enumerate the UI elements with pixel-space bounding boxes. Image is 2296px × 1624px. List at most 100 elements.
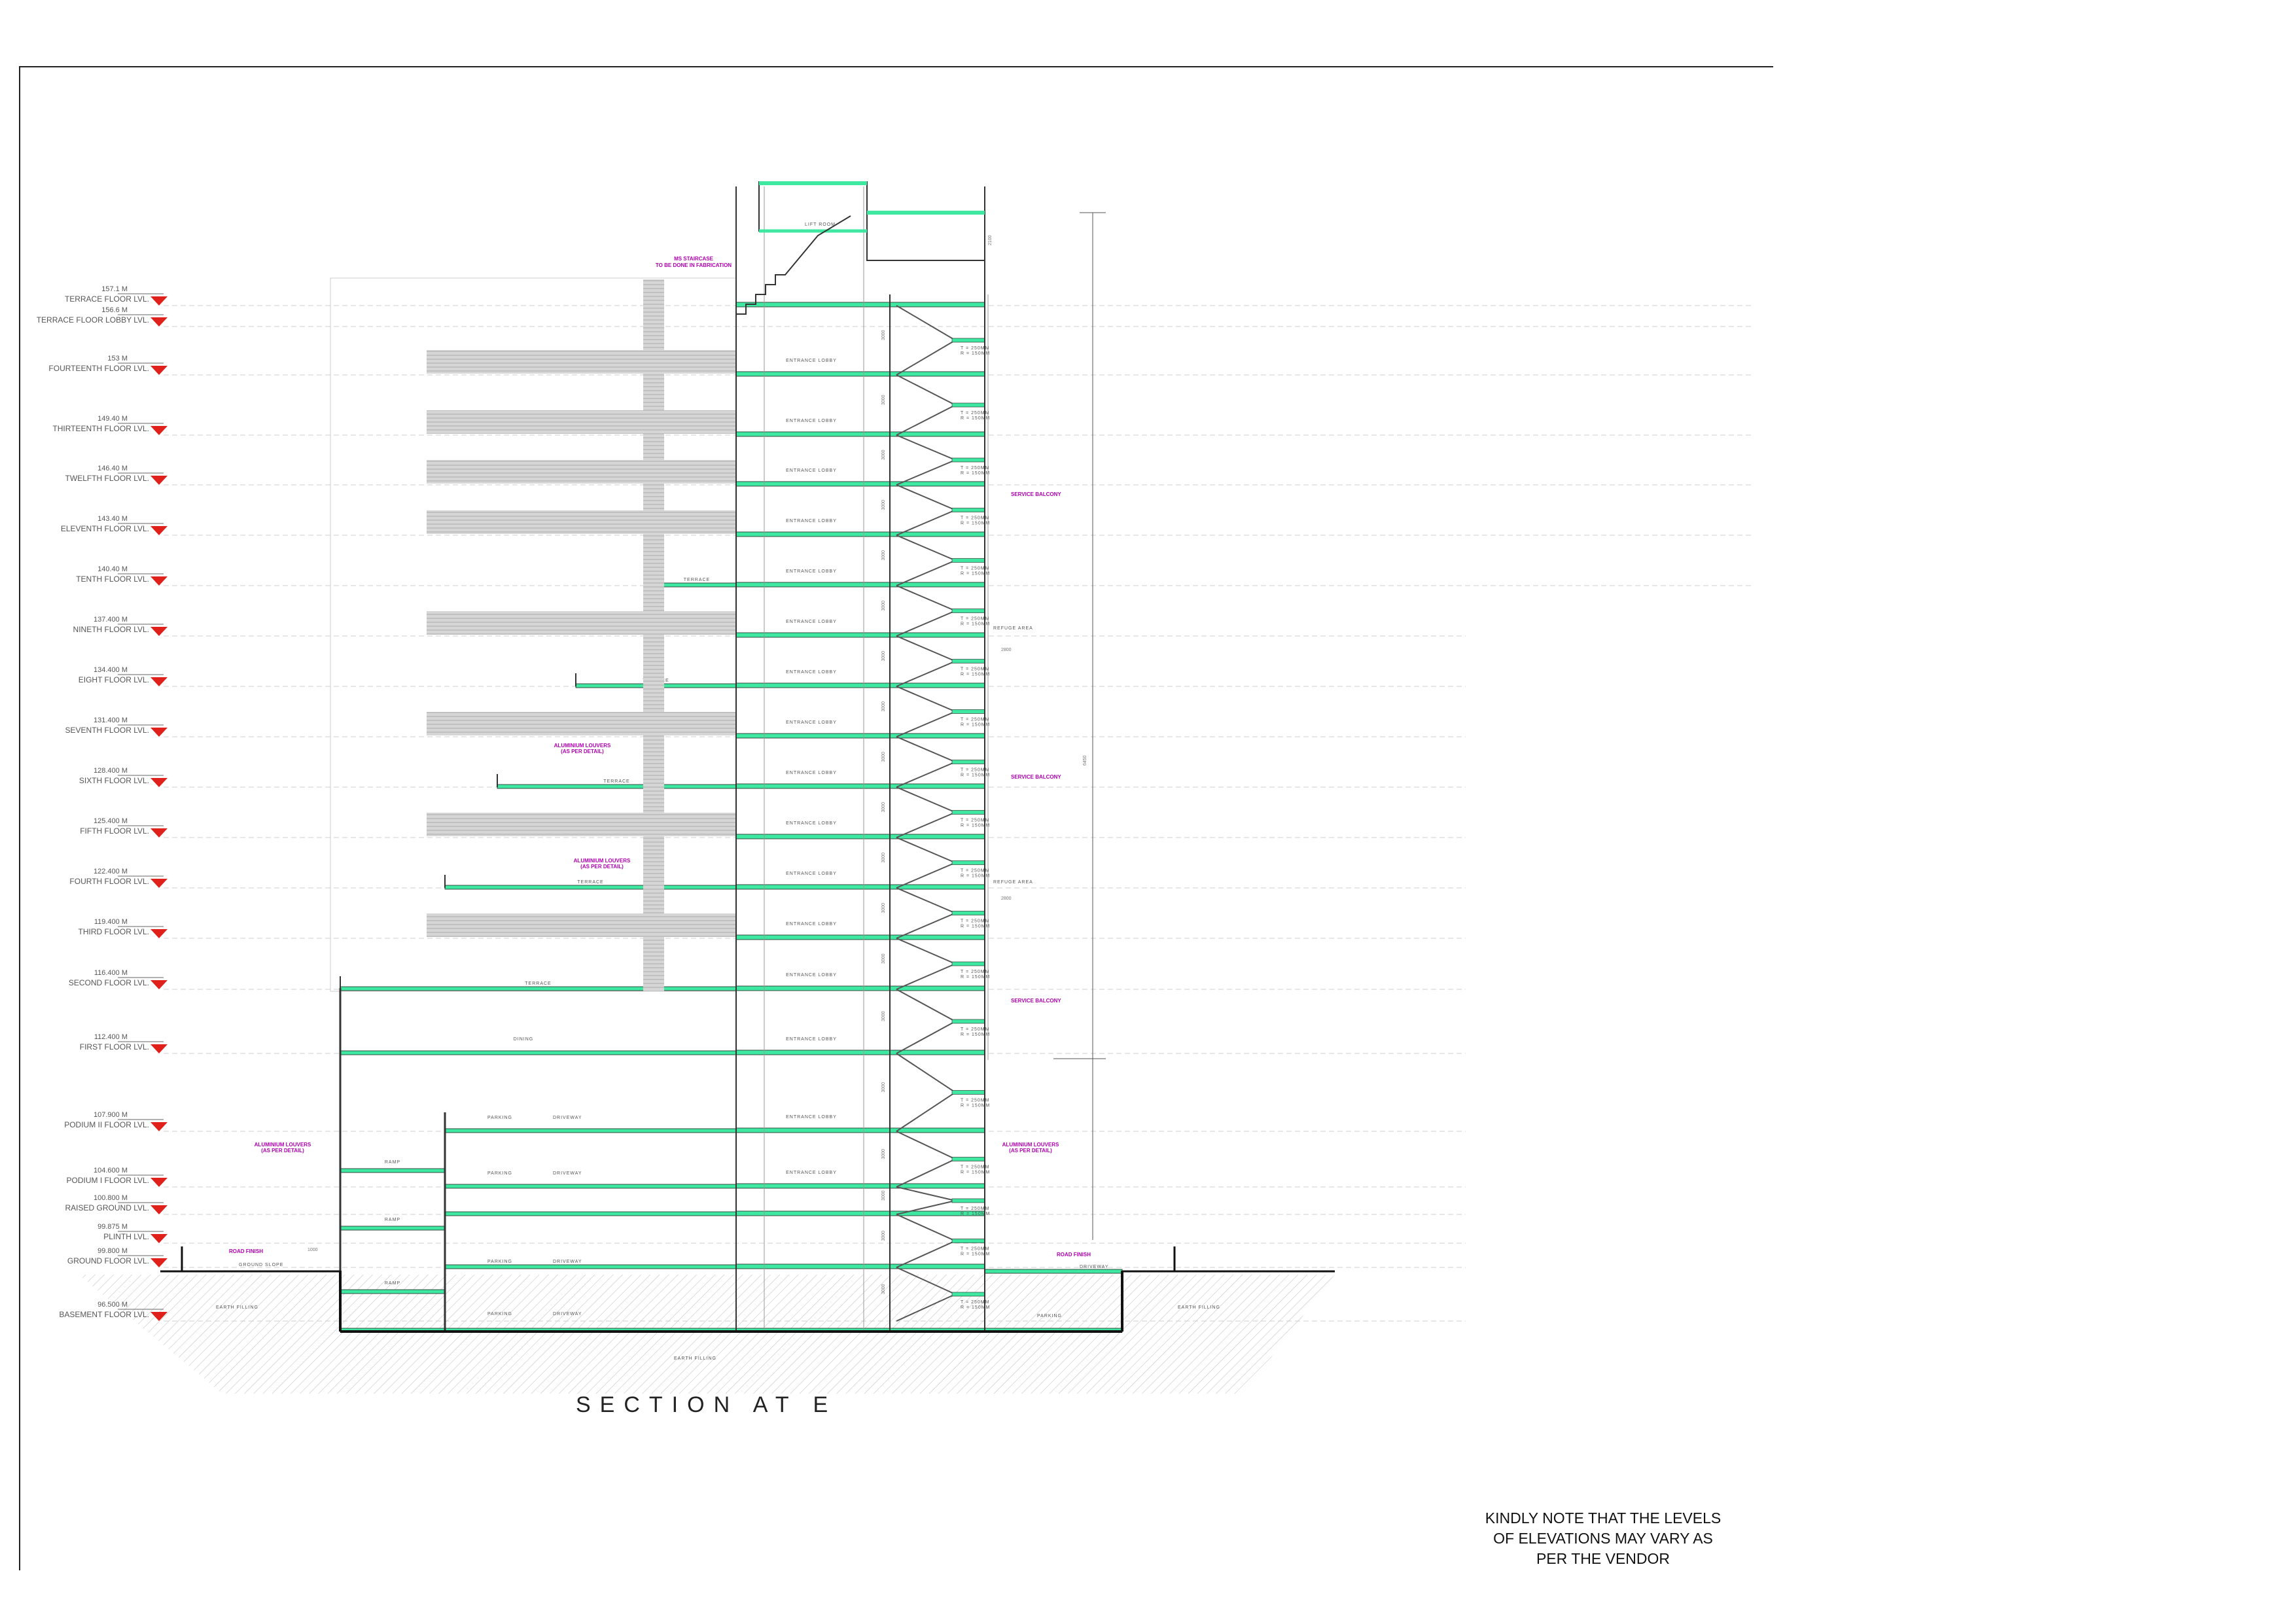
stair-spec-riser: R = 150MM — [961, 773, 990, 778]
stair-spec-tread: T = 250MM — [961, 516, 989, 521]
floor-height-dimension: 3000 — [881, 330, 886, 340]
stair-landing — [951, 810, 985, 815]
louver-panel-seventh — [427, 712, 736, 735]
room-labels: TERRACETERRACETERRACETERRACETERRACERAMPR… — [385, 330, 990, 1316]
stair-spec-riser: R = 150MM — [961, 622, 990, 627]
level-value-terrace: 157.1 M — [101, 285, 128, 293]
refuge-area-2: REFUGE AREA — [993, 880, 1033, 885]
stair-spec-riser: R = 150MM — [961, 1104, 990, 1108]
slab-seventh — [735, 733, 985, 739]
floor-height-dimension: 3000 — [881, 802, 886, 813]
vertical-louver-screen — [643, 279, 664, 991]
stair-spec-tread: T = 250MM — [961, 411, 989, 415]
driveway-label-ground: DRIVEWAY — [553, 1260, 582, 1264]
stair-flights — [896, 305, 985, 1322]
stair-flight — [896, 736, 957, 788]
floor-height-dimension: 3000 — [881, 1190, 886, 1201]
parking-right: PARKING — [1037, 1314, 1062, 1318]
vendor-note-line-3: PER THE VENDOR — [1536, 1550, 1670, 1567]
service-balcony-3: SERVICE BALCONY — [1011, 998, 1061, 1004]
floor-height-dimension: 3000 — [881, 450, 886, 460]
section-title: SECTION AT E — [576, 1392, 838, 1417]
stair-spec-riser: R = 150MM — [961, 1171, 990, 1175]
slab-thirteenth — [735, 431, 985, 437]
louvers-note-4b: (AS PER DETAIL) — [1009, 1148, 1052, 1154]
stair-flight — [896, 1186, 956, 1215]
level-name-eighth: EIGHT FLOOR LVL. — [79, 675, 149, 684]
stair-spec-tread: T = 250MM — [961, 768, 989, 773]
level-value-third: 119.400 M — [94, 918, 128, 926]
podium-slab-first — [340, 1050, 737, 1055]
floor-height-dimension: 3000 — [881, 550, 886, 561]
floor-height-dimension: 3000 — [881, 1082, 886, 1093]
level-value-fourteenth: 153 M — [107, 355, 128, 362]
level-value-plinth: 99.875 M — [97, 1223, 128, 1231]
ms-staircase-note-2: TO BE DONE IN FABRICATION — [656, 262, 732, 268]
road-finish-left: ROAD FINISH — [229, 1248, 263, 1254]
level-marker-terrace — [150, 296, 168, 306]
floor-height-dimension: 3000 — [881, 395, 886, 405]
stair-landing — [951, 609, 985, 613]
level-marker-ninth — [150, 627, 168, 636]
level-name-raised-ground: RAISED GROUND LVL. — [65, 1203, 149, 1212]
level-name-fourteenth: FOURTEENTH FLOOR LVL. — [48, 364, 149, 373]
parking-label-podium-2: PARKING — [487, 1116, 512, 1120]
level-marker-basement — [150, 1312, 168, 1321]
entrance-lobby-label-thirteenth: ENTRANCE LOBBY — [786, 419, 837, 423]
dimension-2800b: 2800 — [1001, 896, 1012, 901]
level-name-ground: GROUND FLOOR LVL. — [67, 1256, 149, 1265]
level-name-seventh: SEVENTH FLOOR LVL. — [65, 726, 149, 735]
level-name-podium-2: PODIUM II FLOOR LVL. — [64, 1120, 149, 1129]
entrance-lobby-label-third: ENTRANCE LOBBY — [786, 922, 837, 927]
stair-flight — [896, 1214, 957, 1268]
louvers-note-4: ALUMINIUM LOUVERS — [1002, 1142, 1059, 1148]
stair-spec-riser: R = 150MM — [961, 416, 990, 421]
entrance-lobby-label-fifth: ENTRANCE LOBBY — [786, 821, 837, 826]
entrance-lobby-label-ninth: ENTRANCE LOBBY — [786, 620, 837, 624]
stair-landing — [951, 457, 985, 463]
stair-flight — [896, 484, 957, 536]
terrace-slab-fourth — [444, 885, 737, 890]
stair-spec-riser: R = 150MM — [961, 723, 990, 728]
entrance-lobby-label-eighth: ENTRANCE LOBBY — [786, 670, 837, 675]
vendor-note-line-2: OF ELEVATIONS MAY VARY AS — [1493, 1530, 1713, 1547]
louver-panel-fifth — [427, 813, 736, 836]
level-name-podium-1: PODIUM I FLOOR LVL. — [67, 1176, 149, 1185]
service-balcony-2: SERVICE BALCONY — [1011, 774, 1061, 780]
stair-spec-tread: T = 250MM — [961, 1165, 989, 1170]
podium-slab-ground — [444, 1264, 737, 1269]
level-value-podium-2: 107.900 M — [94, 1111, 128, 1119]
stair-spec-riser: R = 150MM — [961, 824, 990, 828]
entrance-lobby-label-twelfth: ENTRANCE LOBBY — [786, 468, 837, 473]
louvers-note-2: ALUMINIUM LOUVERS — [574, 858, 631, 864]
refuge-area-1: REFUGE AREA — [993, 626, 1033, 631]
stair-flight — [896, 434, 957, 485]
stair-landing — [951, 1090, 985, 1095]
floor-height-dimension: 3000 — [881, 1284, 886, 1294]
level-value-seventh: 131.400 M — [94, 716, 128, 724]
dining-label: DINING — [514, 1037, 534, 1042]
floor-height-dimension: 3000 — [881, 1149, 886, 1159]
slab-raised-ground — [735, 1210, 985, 1216]
level-marker-third — [150, 929, 168, 938]
level-marker-eighth — [150, 677, 168, 686]
stair-landing — [951, 709, 985, 714]
vendor-note-line-1: KINDLY NOTE THAT THE LEVELS — [1485, 1509, 1722, 1527]
level-value-eighth: 134.400 M — [94, 666, 128, 674]
slab-second — [735, 985, 985, 991]
stair-spec-tread: T = 250MM — [961, 1300, 989, 1305]
floor-height-dimension: 3000 — [881, 1011, 886, 1021]
ramp-label: RAMP — [385, 1281, 400, 1286]
entrance-lobby-label-sixth: ENTRANCE LOBBY — [786, 771, 837, 775]
terrace-label-sixth: TERRACE — [603, 779, 629, 784]
stair-spec-tread: T = 250MM — [961, 466, 989, 470]
stair-landing — [951, 911, 985, 915]
level-name-plinth: PLINTH LVL. — [103, 1232, 149, 1241]
stair-flight — [896, 635, 957, 687]
level-marker-seventh — [150, 728, 168, 737]
earth-filling-mid: EARTH FILLING — [674, 1356, 716, 1361]
ramp-slab — [340, 1168, 446, 1173]
level-value-basement: 96.500 M — [97, 1301, 128, 1309]
slab-fifth — [735, 834, 985, 839]
